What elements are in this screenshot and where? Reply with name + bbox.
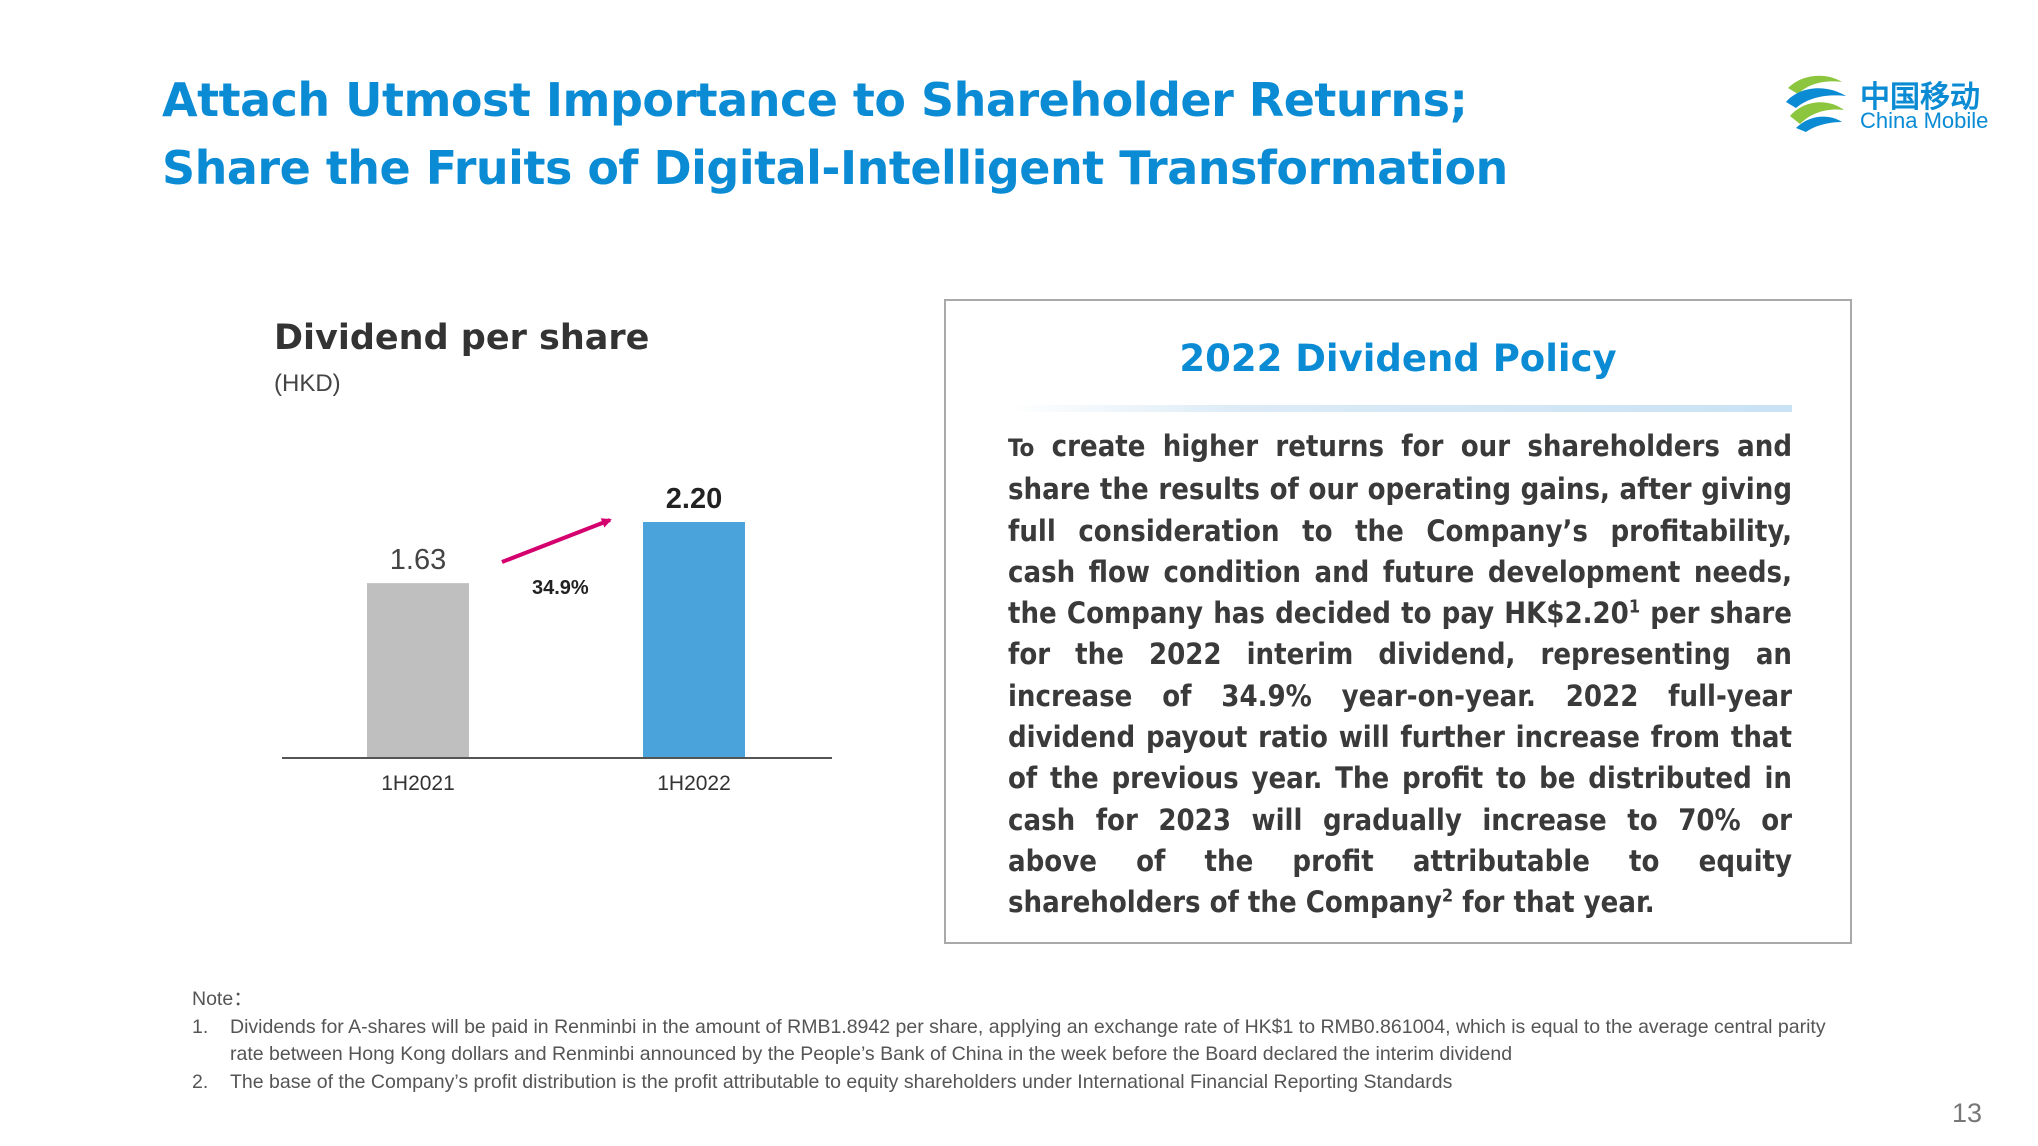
logo-english-text: China Mobile [1860, 108, 1989, 133]
category-label: 1H2022 [657, 772, 731, 795]
category-label: 1H2021 [381, 772, 455, 795]
bar-value-label: 1.63 [390, 544, 446, 576]
note-text: Dividends for A-shares will be paid in R… [230, 1015, 1826, 1066]
note-item: 2. The base of the Company’s profit dist… [192, 1069, 1840, 1097]
note-item: 1. Dividends for A-shares will be paid i… [192, 1014, 1840, 1069]
chart-title: Dividend per share [274, 318, 650, 358]
china-mobile-logo-icon [1786, 75, 1846, 132]
bar-1H2021 [367, 583, 469, 758]
note-number: 2. [192, 1070, 209, 1093]
dividend-chart: 1.63 1H2021 2.20 1H2022 34.9% [282, 483, 832, 795]
bars-group: 1.63 1H2021 2.20 1H2022 [367, 483, 745, 795]
notes: Note： 1. Dividends for A-shares will be … [192, 986, 1840, 1096]
bar-1H2022 [643, 522, 745, 758]
china-mobile-logo: 中国移动 China Mobile [1782, 68, 1992, 138]
policy-text: To create higher returns for our shareho… [1008, 426, 1792, 924]
page-title-line-1: Attach Utmost Importance to Shareholder … [162, 73, 1468, 127]
policy-lead: To [1008, 434, 1035, 462]
footnote-ref-2: 2 [1441, 885, 1454, 907]
logo-chinese-text: 中国移动 [1860, 80, 1980, 115]
growth-arrow [501, 518, 612, 564]
policy-text-part-3: for that year. [1453, 885, 1655, 920]
footnote-ref-1: 1 [1628, 596, 1641, 618]
note-number: 1. [192, 1015, 209, 1038]
policy-title: 2022 Dividend Policy [1179, 337, 1617, 380]
policy-text-part-2: per share for the 2022 interim dividend,… [1008, 596, 1792, 920]
note-text: The base of the Company’s profit distrib… [230, 1070, 1453, 1093]
chart-unit: (HKD) [274, 370, 341, 397]
dividend-policy-box: 2022 Dividend Policy To create higher re… [944, 299, 1852, 944]
policy-text-part-1: create higher returns for our shareholde… [1008, 429, 1792, 631]
bar-value-label: 2.20 [666, 483, 722, 515]
page-title-line-2: Share the Fruits of Digital-Intelligent … [162, 141, 1508, 195]
growth-annotation: 34.9% [532, 577, 589, 599]
policy-divider [1008, 405, 1792, 412]
notes-heading: Note： [192, 988, 253, 1010]
page-number: 13 [1951, 1098, 1982, 1128]
page-title: Attach Utmost Importance to Shareholder … [162, 66, 1508, 202]
